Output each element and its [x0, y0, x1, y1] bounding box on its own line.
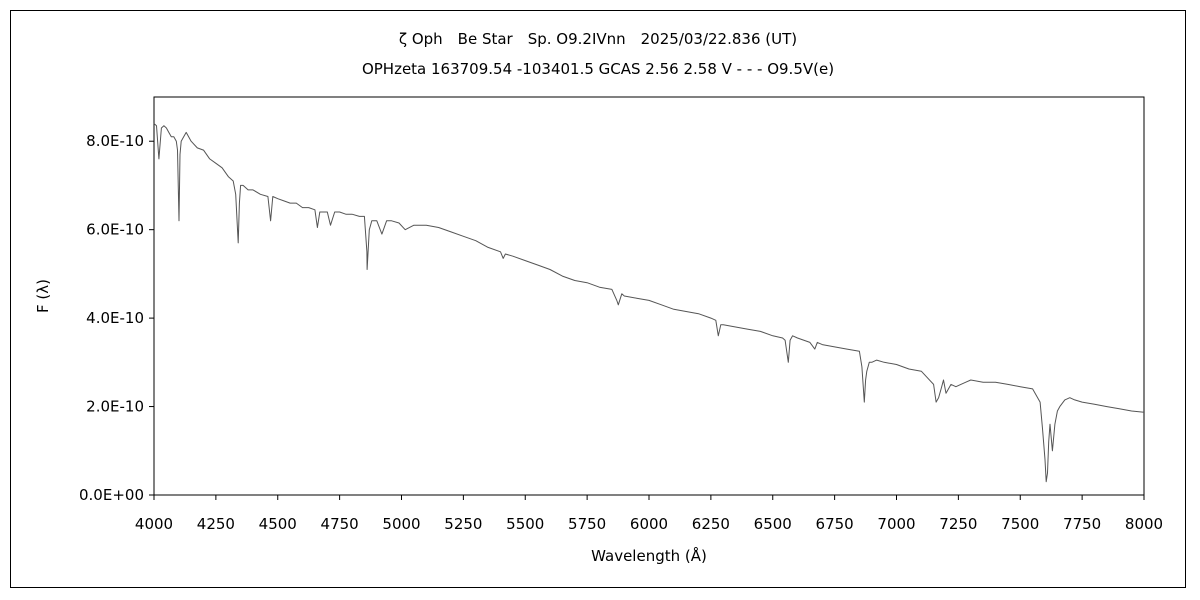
x-tick-label: 4000 — [135, 515, 173, 533]
spectrum-line — [153, 123, 1145, 483]
chart-title: ζ Oph Be Star Sp. O9.2IVnn 2025/03/22.83… — [399, 30, 797, 48]
y-tick-label: 6.0E-10 — [86, 221, 144, 239]
chart-subtitle: OPHzeta 163709.54 -103401.5 GCAS 2.56 2.… — [362, 60, 834, 78]
y-axis-label: F (λ) — [34, 279, 52, 313]
plot-area — [153, 96, 1145, 496]
x-axis-label: Wavelength (Å) — [591, 546, 707, 565]
y-tick-label: 8.0E-10 — [86, 132, 144, 150]
x-tick-label: 6250 — [692, 515, 730, 533]
x-tick-label: 7000 — [877, 515, 915, 533]
x-tick-label: 8000 — [1125, 515, 1163, 533]
x-tick-label: 5750 — [568, 515, 606, 533]
x-tick-label: 7500 — [1001, 515, 1039, 533]
x-axis-ticks: 4000 4250 4500 4750 5000 5250 5500 5750 6000 6250… — [135, 495, 1163, 533]
y-tick-label: 0.0E+00 — [79, 486, 144, 504]
y-tick-label: 2.0E-10 — [86, 398, 144, 416]
x-tick-label: 4750 — [321, 515, 359, 533]
y-axis-ticks: 0.0E+00 2.0E-10 4.0E-10 6.0E-10 8.0E-10 — [79, 132, 154, 504]
x-tick-label: 5250 — [444, 515, 482, 533]
y-tick-label: 4.0E-10 — [86, 309, 144, 327]
x-tick-label: 4500 — [259, 515, 297, 533]
x-tick-label: 7250 — [939, 515, 977, 533]
x-tick-label: 6750 — [816, 515, 854, 533]
x-tick-label: 7750 — [1063, 515, 1101, 533]
x-tick-label: 6000 — [630, 515, 668, 533]
series-group — [153, 123, 1145, 483]
x-tick-label: 5500 — [506, 515, 544, 533]
x-tick-label: 4250 — [197, 515, 235, 533]
x-tick-label: 5000 — [382, 515, 420, 533]
x-tick-label: 6500 — [754, 515, 792, 533]
